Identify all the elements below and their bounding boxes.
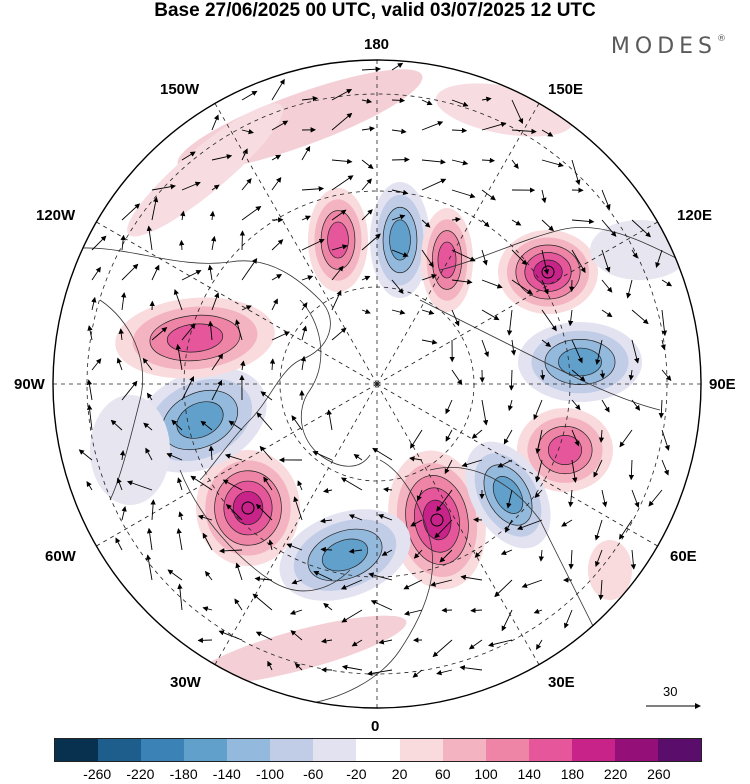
anomaly-east-siberian-negative (370, 182, 430, 298)
colorbar-tick-label: -180 (170, 766, 198, 782)
colorbar-swatch (572, 739, 615, 761)
colorbar-tick-label: -220 (126, 766, 154, 782)
wind-arrow (181, 241, 182, 250)
colorbar-swatch (400, 739, 443, 761)
colorbar-tick-label: 60 (435, 766, 451, 782)
colorbar-swatch (658, 739, 701, 761)
label-90e: 90E (709, 377, 736, 393)
label-90w: 90W (14, 377, 45, 393)
anomaly-contour (534, 260, 563, 284)
colorbar-swatch (141, 739, 184, 761)
wind-arrow (242, 231, 243, 250)
label-150w: 150W (160, 82, 199, 98)
wind-arrow (392, 100, 404, 101)
label-30e: 30E (548, 675, 575, 691)
colorbar-tick-label: 20 (392, 766, 408, 782)
colorbar-swatch (184, 739, 227, 761)
label-0: 0 (371, 719, 379, 735)
wind-arrow (392, 160, 409, 161)
colorbar-swatch (443, 739, 486, 761)
anomaly-far-east-positive (498, 230, 598, 314)
anomaly-contour (390, 220, 411, 260)
anomaly-central-siberia-negative (518, 322, 642, 402)
anomaly-contour (328, 222, 349, 258)
colorbar-swatch (486, 739, 529, 761)
colorbar-swatch (615, 739, 658, 761)
label-60w: 60W (45, 549, 76, 565)
anomaly-contour (558, 348, 601, 376)
colorbar-tick-label: -260 (83, 766, 111, 782)
colorbar-tick-label: 220 (604, 766, 627, 782)
label-120e: 120E (677, 208, 712, 224)
colorbar-tick-label: 100 (474, 766, 497, 782)
anomaly-band (590, 220, 690, 280)
colorbar-tick-label: -60 (303, 766, 323, 782)
wind-arrow (198, 640, 212, 641)
colorbar-tick-label: -100 (256, 766, 284, 782)
colorbar-tick-label: 260 (647, 766, 670, 782)
colorbar-swatch (356, 739, 399, 761)
colorbar-tick-label: 140 (518, 766, 541, 782)
colorbar-swatch (227, 739, 270, 761)
colorbar-swatch (55, 739, 98, 761)
label-180: 180 (364, 37, 389, 53)
label-30w: 30W (170, 675, 201, 691)
colorbar-swatch (98, 739, 141, 761)
anomaly-contour (438, 242, 456, 278)
colorbar-tick-label: -20 (346, 766, 366, 782)
colorbar (54, 738, 702, 762)
reference-vector-label: 30 (663, 684, 677, 699)
anomaly-contour (233, 491, 263, 524)
anomaly-contour (548, 435, 581, 464)
colorbar-swatch (270, 739, 313, 761)
label-120w: 120W (36, 208, 75, 224)
colorbar-tick-label: 180 (561, 766, 584, 782)
colorbar-swatch (313, 739, 356, 761)
anomaly-bering-positive (308, 188, 368, 292)
colorbar-ticks: -260 -220 -180 -140 -100 -60 -20 20 60 100 140 180 2… (0, 766, 750, 784)
colorbar-swatch (529, 739, 572, 761)
label-60e: 60E (670, 549, 697, 565)
anomaly-band (90, 395, 170, 505)
label-150e: 150E (548, 82, 583, 98)
colorbar-tick-label: -140 (213, 766, 241, 782)
wind-arrow (474, 520, 482, 521)
